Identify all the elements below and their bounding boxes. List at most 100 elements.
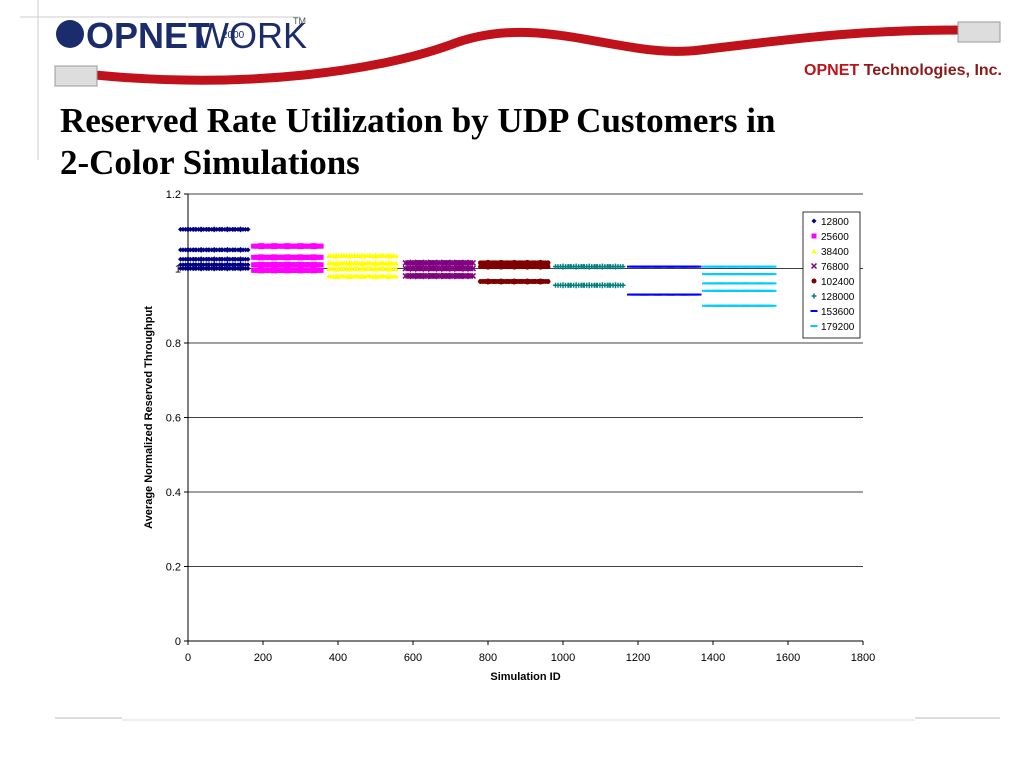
logo-tm: TM (293, 16, 306, 26)
point (372, 259, 379, 266)
legend-box (802, 211, 861, 339)
point (537, 263, 544, 270)
point (271, 267, 278, 274)
point-trail (245, 256, 251, 262)
point-trail (393, 252, 399, 258)
y-tick-label: 0.6 (166, 413, 181, 425)
point (485, 263, 491, 270)
point (560, 282, 566, 289)
point (346, 259, 353, 266)
point (524, 263, 531, 270)
point (185, 261, 191, 268)
y-tick-label: 0.8 (166, 338, 181, 350)
point-trail (620, 282, 626, 288)
company-rest: Technologies, Inc. (864, 62, 1002, 79)
point-trail (245, 262, 251, 268)
y-tick-label: 0 (175, 636, 181, 648)
legend-label: 153600 (821, 307, 855, 318)
point (211, 246, 218, 253)
point (435, 272, 443, 280)
x-axis-title: Simulation ID (490, 671, 560, 683)
point (524, 278, 531, 285)
point-trail (245, 226, 251, 232)
point (511, 263, 518, 270)
point (224, 265, 231, 272)
legend-label: 128000 (821, 292, 855, 303)
point-trail (318, 262, 324, 268)
logo-star (56, 20, 84, 48)
point-trail (318, 267, 324, 273)
company: OPNET Technologies, Inc. (804, 62, 1002, 79)
legend-marker (811, 278, 817, 284)
legend-label: 38400 (821, 247, 849, 258)
point (586, 282, 593, 289)
x-tick-label: 200 (254, 652, 272, 664)
legend-label: 179200 (821, 322, 855, 333)
point (284, 267, 291, 274)
x-tick-label: 600 (404, 652, 422, 664)
point (372, 265, 379, 272)
point (224, 261, 231, 268)
x-tick-label: 1800 (851, 652, 875, 664)
point (297, 261, 304, 268)
title-line: 2-Color Simulations (60, 143, 360, 182)
point-trail (469, 265, 477, 272)
x-tick-label: 1600 (776, 652, 800, 664)
point (271, 261, 278, 268)
connector (957, 21, 1001, 43)
point (573, 282, 580, 289)
point (359, 259, 366, 266)
point-trail (245, 247, 251, 253)
point (461, 272, 470, 280)
point (310, 254, 317, 261)
point (359, 265, 366, 272)
y-axis-title: Average Normalized Reserved Throughput (143, 306, 155, 529)
point (185, 246, 191, 253)
point (271, 243, 278, 250)
legend-marker (811, 218, 817, 224)
point (284, 261, 291, 268)
point (498, 263, 505, 270)
point (310, 261, 317, 268)
point-trail (545, 260, 551, 266)
point (198, 261, 205, 268)
point (185, 226, 191, 233)
point (537, 278, 544, 285)
point (422, 272, 430, 280)
point (448, 272, 456, 280)
point (385, 259, 392, 266)
legend-label: 76800 (821, 262, 849, 273)
legend-marker (811, 293, 817, 299)
y-tick-label: 1.2 (166, 189, 181, 201)
point (271, 254, 278, 261)
point (297, 267, 304, 274)
point (237, 265, 244, 272)
logo-light: WORK (195, 15, 307, 56)
point (385, 252, 392, 259)
y-tick-label: 0.4 (166, 487, 181, 499)
point (435, 264, 443, 273)
point (372, 272, 379, 279)
point-trail (620, 264, 626, 270)
point (237, 256, 244, 263)
x-tick-label: 800 (479, 652, 497, 664)
point (511, 278, 518, 285)
point (461, 259, 470, 267)
point-trail (245, 266, 251, 271)
point (448, 264, 456, 273)
legend-marker (811, 248, 817, 254)
point (599, 263, 606, 270)
point (333, 272, 340, 279)
point-trail (545, 264, 551, 270)
point (435, 259, 443, 267)
point (185, 265, 191, 272)
point (461, 264, 470, 273)
point (573, 263, 580, 270)
point (258, 254, 265, 261)
slide-title: Reserved Rate Utilization by UDP Custome… (60, 100, 920, 184)
point (237, 246, 244, 253)
x-tick-label: 1400 (701, 652, 725, 664)
